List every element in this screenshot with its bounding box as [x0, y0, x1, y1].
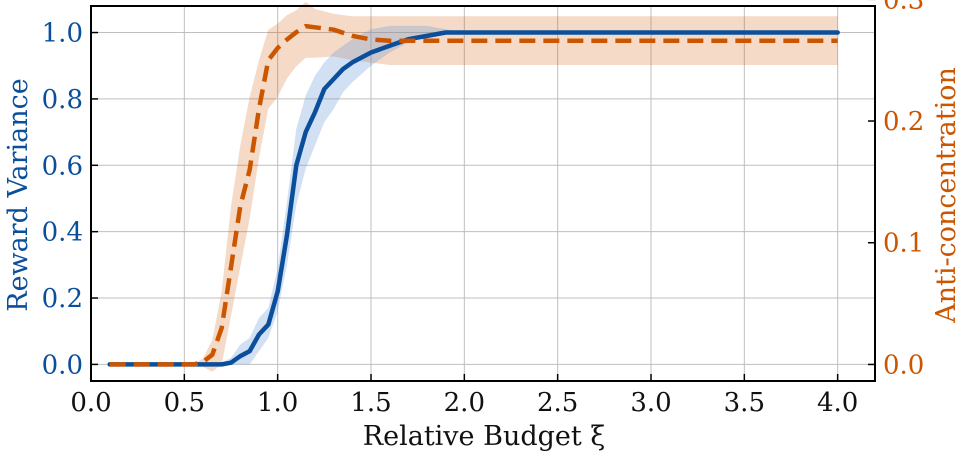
x-tick-label: 2.0: [444, 388, 485, 418]
right-y-tick-label: 0.0: [883, 350, 924, 380]
reward-variance-line: [107, 30, 840, 367]
x-tick-label: 1.5: [350, 388, 391, 418]
grid-lines: [90, 6, 875, 381]
left-y-tick-label: 0.2: [42, 284, 83, 314]
left-y-axis-label: Reward Variance: [3, 78, 34, 312]
x-tick-label: 3.0: [630, 388, 671, 418]
tick-marks: [90, 0, 875, 381]
x-axis-label: Relative Budget ξ: [363, 421, 605, 452]
left-y-tick-label: 0.6: [42, 151, 83, 181]
right-y-tick-label: 0.2: [883, 107, 924, 137]
right-y-axis-label: Anti-concentration: [931, 67, 962, 324]
confidence-bands: [109, 1, 838, 372]
x-tick-label: 0.0: [70, 388, 111, 418]
anti-concentration-band: [109, 1, 838, 372]
anti-concentration-line: [109, 23, 838, 367]
left-y-tick-label: 0.4: [42, 218, 83, 248]
plot-frame: [90, 5, 876, 382]
right-y-tick-label: 0.3: [883, 0, 924, 15]
left-y-tick-label: 1.0: [42, 19, 83, 49]
x-tick-label: 3.5: [724, 388, 765, 418]
left-y-tick-label: 0.8: [42, 85, 83, 115]
x-tick-label: 1.0: [257, 388, 298, 418]
tick-labels: 0.0 0.5 1.0 1.5 2.0 2.5 3.0 3.5 4.0 0.0 0.2 0.4 0.6 0…: [42, 0, 925, 418]
left-y-tick-label: 0.0: [42, 350, 83, 380]
x-tick-label: 2.5: [537, 388, 578, 418]
right-y-tick-label: 0.1: [883, 229, 924, 259]
series-lines: [107, 23, 840, 367]
x-tick-label: 4.0: [817, 388, 858, 418]
x-tick-label: 0.5: [164, 388, 205, 418]
